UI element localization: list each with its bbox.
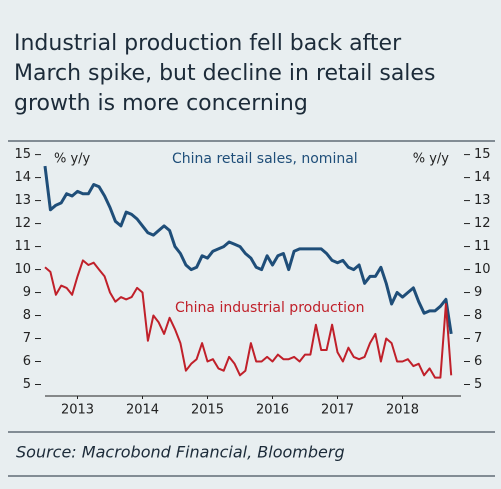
y-tick-label: 11 bbox=[14, 239, 31, 254]
data-line bbox=[44, 259, 453, 379]
x-tick-label: 2018 bbox=[386, 403, 419, 418]
y-tick-label: 9 bbox=[23, 285, 31, 300]
x-tick-label: 2015 bbox=[191, 403, 224, 418]
y-tick-label: 8 bbox=[23, 308, 31, 323]
x-tick-label: 2014 bbox=[126, 403, 159, 418]
y-tick-label: 7 bbox=[23, 331, 31, 346]
chart-title: growth is more concerning bbox=[14, 91, 308, 116]
y2-tick-label: 8 bbox=[474, 308, 482, 323]
y-tick-label: 13 bbox=[14, 193, 31, 208]
chart-title: Industrial production fell back after bbox=[14, 31, 402, 56]
y2-tick-label: 10 bbox=[474, 262, 491, 277]
y2-tick-label: 11 bbox=[474, 239, 491, 254]
series-label: China retail sales, nominal bbox=[172, 151, 358, 167]
x-tick-label: 2013 bbox=[61, 403, 94, 418]
x-tick-label: 2017 bbox=[321, 403, 354, 418]
y2-tick-label: 6 bbox=[474, 354, 482, 369]
series-label: China industrial production bbox=[175, 300, 365, 316]
y2-axis-label: % y/y bbox=[413, 152, 450, 167]
y2-tick-label: 15 bbox=[474, 147, 491, 162]
y-axis-label: % y/y bbox=[54, 152, 91, 167]
y2-tick-label: 14 bbox=[474, 170, 491, 185]
y-tick-label: 10 bbox=[14, 262, 31, 277]
x-tick-label: 2016 bbox=[256, 403, 289, 418]
y-tick-label: 14 bbox=[14, 170, 31, 185]
y2-tick-label: 7 bbox=[474, 331, 482, 346]
y2-tick-label: 9 bbox=[474, 285, 482, 300]
y2-tick-label: 5 bbox=[474, 377, 482, 392]
y-tick-label: 15 bbox=[14, 147, 31, 162]
y2-tick-label: 13 bbox=[474, 193, 491, 208]
data-line bbox=[43, 165, 453, 335]
y-tick-label: 6 bbox=[23, 354, 31, 369]
source: Source: Macrobond Financial, Bloomberg bbox=[16, 443, 345, 462]
y-tick-label: 5 bbox=[23, 377, 31, 392]
chart-title: March spike, but decline in retail sales bbox=[14, 61, 435, 86]
y2-tick-label: 12 bbox=[474, 216, 491, 231]
y-tick-label: 12 bbox=[14, 216, 31, 231]
